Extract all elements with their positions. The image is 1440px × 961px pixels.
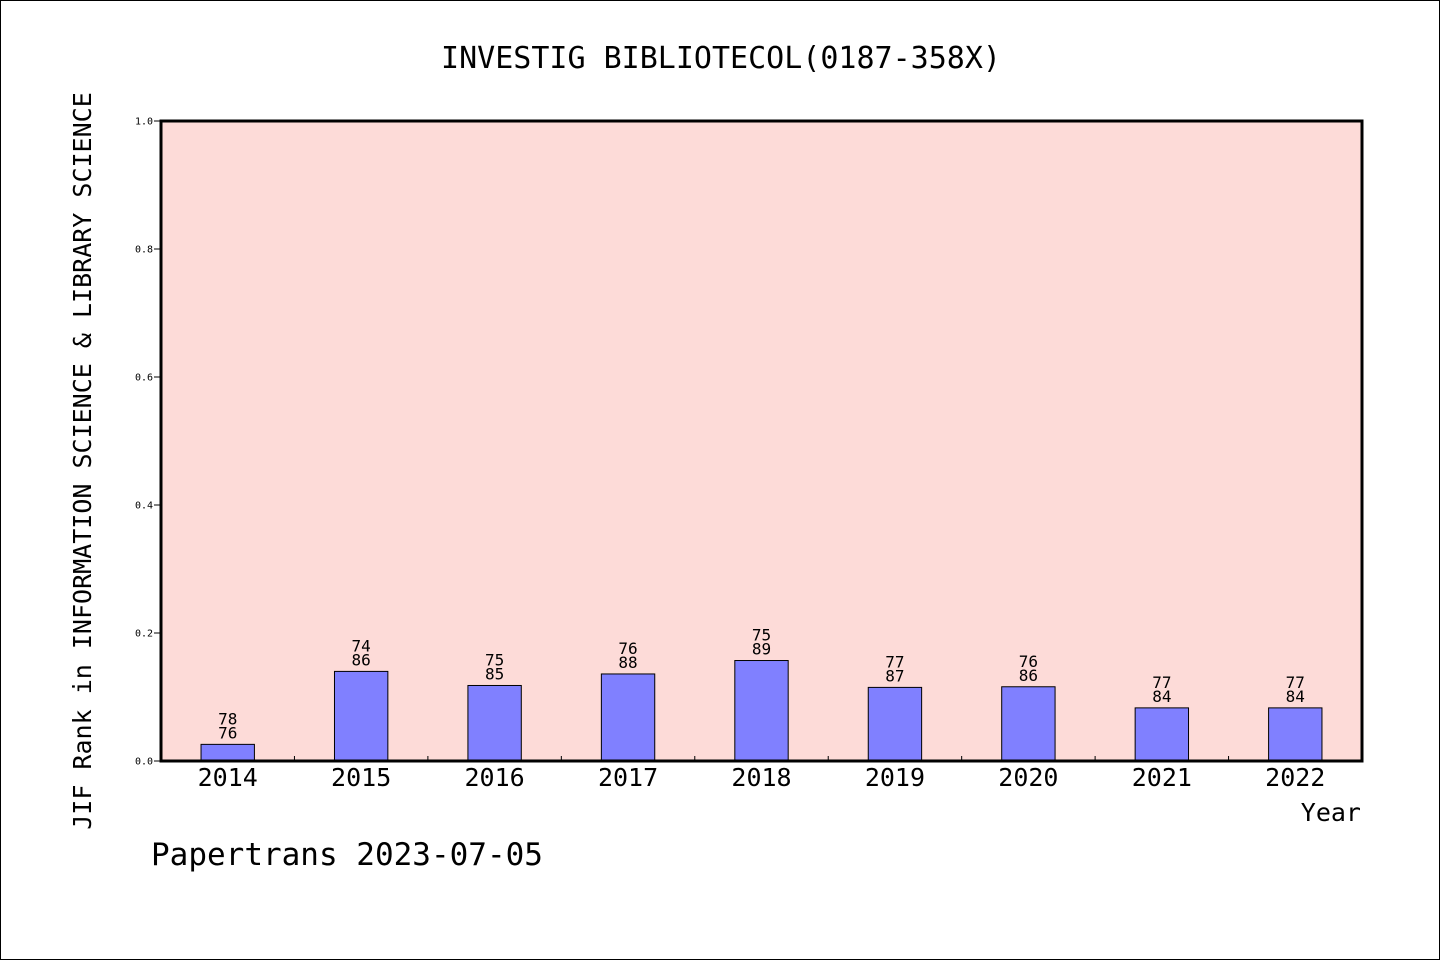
bar-2019: [867, 686, 923, 762]
y-tick-label: 0.4: [135, 501, 153, 512]
chart-title: INVESTIG BIBLIOTECOL(0187-358X): [441, 41, 1001, 76]
bar-2022: [1268, 707, 1323, 762]
y-tick-label: 0.6: [135, 373, 153, 384]
bar-total-label: 89: [752, 640, 771, 659]
bar-rank-label: 75: [485, 650, 504, 669]
x-axis-label: Year: [1301, 798, 1361, 827]
bar-rank-label: 75: [752, 626, 771, 645]
x-tick-label: 2021: [1132, 763, 1192, 792]
bar-2021: [1134, 707, 1190, 762]
bar-2016: [467, 684, 522, 762]
y-tick-label: 1.0: [135, 117, 153, 128]
bar-total-label: 85: [485, 664, 504, 683]
bar-2018: [734, 660, 789, 762]
bar-rank-label: 76: [618, 639, 637, 658]
plot-area: [161, 121, 1362, 761]
bar-total-label: 86: [1019, 666, 1038, 685]
x-tick-label: 2015: [331, 763, 391, 792]
bar-2020: [1001, 686, 1056, 762]
y-axis: 0.0 0.2 0.4 0.6 0.8 1.0: [135, 117, 161, 768]
bar-2015: [333, 670, 389, 762]
bar-rank-label: 78: [218, 709, 237, 728]
bar-total-label: 88: [618, 653, 637, 672]
x-tick-label: 2016: [465, 763, 525, 792]
bar-total-label: 86: [352, 650, 371, 669]
bar-rank-label: 77: [1152, 673, 1171, 692]
x-axis: 2014 2015 2016 2017 2018 2019 2020 2021 2022: [198, 756, 1325, 792]
bar-2017: [600, 673, 656, 762]
bar-rank-label: 74: [352, 636, 371, 655]
bar-total-label: 84: [1152, 687, 1171, 706]
x-tick-label: 2014: [198, 763, 258, 792]
x-tick-label: 2019: [865, 763, 925, 792]
bar-rank-label: 77: [1286, 673, 1305, 692]
y-tick-label: 0.2: [135, 629, 153, 640]
bar-total-label: 76: [218, 723, 237, 742]
x-tick-label: 2020: [998, 763, 1058, 792]
y-tick-label: 0.0: [135, 757, 153, 768]
bar-rank-label: 77: [885, 652, 904, 671]
bar-total-label: 87: [885, 666, 904, 685]
x-tick-label: 2022: [1265, 763, 1325, 792]
y-axis-label: JIF Rank in INFORMATION SCIENCE & LIBRAR…: [68, 92, 97, 830]
footer-credit: Papertrans 2023-07-05: [151, 837, 543, 873]
x-tick-label: 2017: [598, 763, 658, 792]
y-tick-label: 0.8: [135, 245, 153, 256]
bar-2014: [200, 743, 255, 762]
bar-total-label: 84: [1286, 687, 1305, 706]
x-tick-label: 2018: [731, 763, 791, 792]
plot-border: [159, 119, 1364, 763]
bar-rank-label: 76: [1019, 652, 1038, 671]
